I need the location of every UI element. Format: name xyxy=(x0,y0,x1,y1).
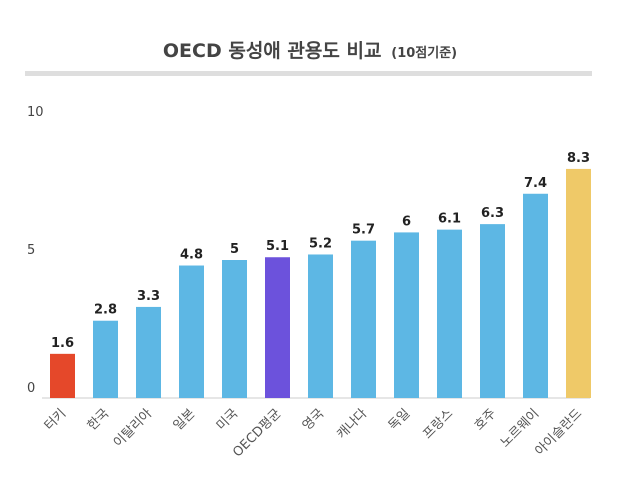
data-label: 6.1 xyxy=(438,212,461,227)
bar xyxy=(222,260,247,398)
x-tick-label: 호주 xyxy=(472,406,500,434)
data-label: 5.7 xyxy=(352,223,375,238)
bar xyxy=(566,168,591,398)
x-tick-label: 캐나다 xyxy=(334,406,370,442)
title: OECD 동성애 관용도 비교 xyxy=(163,40,382,62)
bar xyxy=(480,224,505,398)
data-label: 4.8 xyxy=(180,248,203,263)
x-tick-label: 터키 xyxy=(42,406,70,434)
bar xyxy=(308,254,333,398)
chart-title: OECD 동성애 관용도 비교 (10점기준) xyxy=(163,40,457,62)
x-tick-label: 미국 xyxy=(214,406,242,434)
data-label: 7.4 xyxy=(524,176,547,191)
data-label: 6.3 xyxy=(481,206,504,221)
x-tick-label: 이탈리아 xyxy=(111,406,155,450)
x-tick-label: 아이슬란드 xyxy=(532,406,585,459)
x-tick-label: 독일 xyxy=(386,406,414,434)
subtitle: (10점기준) xyxy=(391,46,457,61)
data-label: 6 xyxy=(402,214,411,229)
bar xyxy=(351,240,376,398)
bar xyxy=(523,193,548,398)
bar xyxy=(179,265,204,398)
y-tick-label: 10 xyxy=(27,105,44,120)
y-tick-label: 0 xyxy=(27,381,35,396)
y-tick-label: 5 xyxy=(27,243,35,258)
data-label: 8.3 xyxy=(567,151,590,166)
data-label: 5.2 xyxy=(309,236,332,251)
bar xyxy=(136,306,161,398)
data-label: 5.1 xyxy=(266,239,289,254)
data-label: 3.3 xyxy=(137,289,160,304)
x-tick-label: 영국 xyxy=(300,406,328,434)
bar xyxy=(394,232,419,398)
data-label: 2.8 xyxy=(94,303,117,318)
bar xyxy=(265,257,290,398)
x-tick-label: 프랑스 xyxy=(420,406,456,442)
bar xyxy=(93,320,118,398)
bar xyxy=(437,229,462,398)
x-tick-label: 한국 xyxy=(85,406,113,434)
title-rule xyxy=(25,71,592,76)
x-tick-label: 일본 xyxy=(171,406,199,434)
bar xyxy=(50,353,75,398)
data-label: 5 xyxy=(230,242,239,257)
data-label: 1.6 xyxy=(51,336,74,351)
